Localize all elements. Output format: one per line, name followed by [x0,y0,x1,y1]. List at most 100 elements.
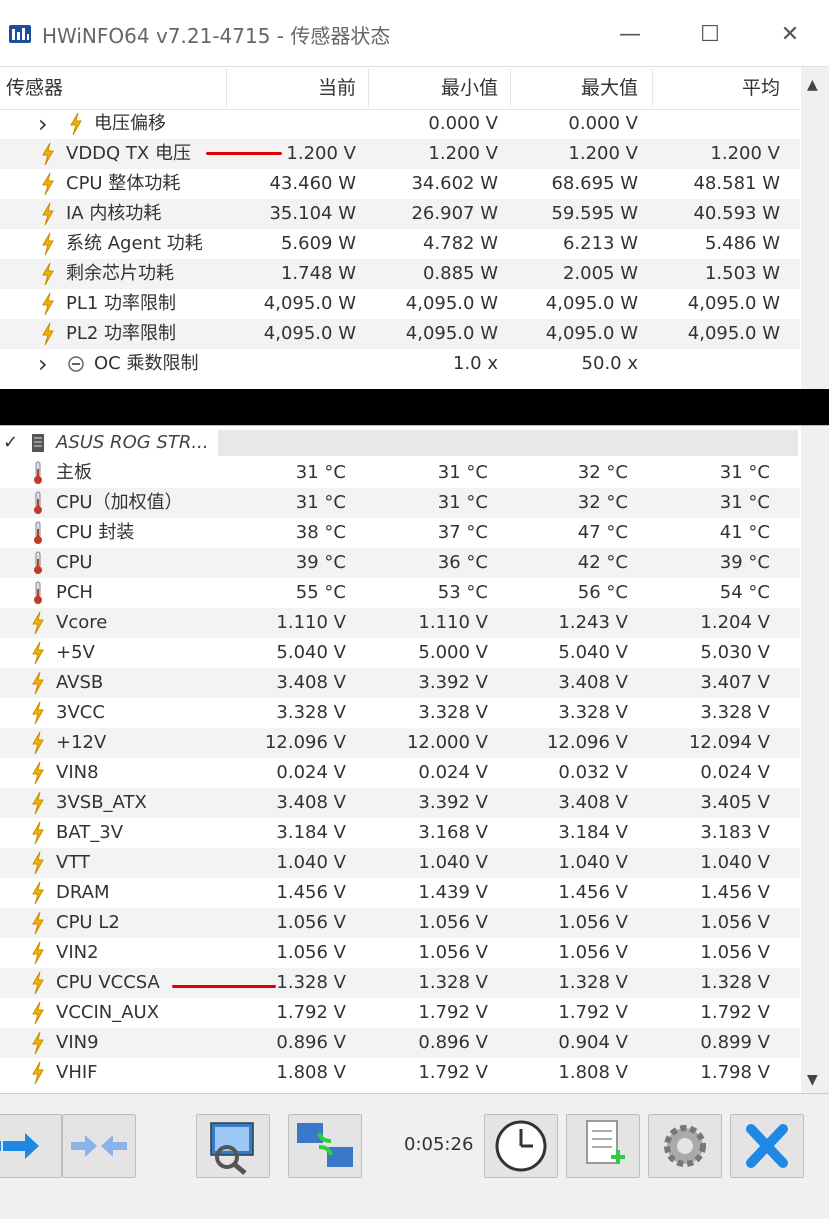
sensor-row[interactable]: CPU L2 1.056 V 1.056 V 1.056 V 1.056 V [0,908,800,938]
value-max: 1.056 V [558,912,628,933]
sensor-row[interactable]: CPU VCCSA 1.328 V 1.328 V 1.328 V 1.328 V [0,968,800,998]
sensor-row[interactable]: 系统 Agent 功耗 5.609 W 4.782 W 6.213 W 5.486 W [0,229,800,259]
value-avg: 1.056 V [700,942,770,963]
column-header-min[interactable]: 最小值 [440,77,498,99]
sensor-row[interactable]: › 电压偏移 0.000 V 0.000 V [0,109,800,139]
value-current: 1.748 W [280,263,356,284]
expand-chevron-icon[interactable]: › [38,110,48,138]
bottom-toolbar: 0:05:26 [0,1093,829,1219]
column-header-max[interactable]: 最大值 [580,77,638,99]
value-current: 43.460 W [269,173,356,194]
value-max: 3.408 V [558,672,628,693]
thermometer-icon [30,521,46,545]
sensor-label: CPU（加权值） [56,492,183,513]
sensor-row[interactable]: Vcore 1.110 V 1.110 V 1.243 V 1.204 V [0,608,800,638]
sensor-row[interactable]: PCH 55 °C 53 °C 56 °C 54 °C [0,578,800,608]
value-min: 5.000 V [418,642,488,663]
value-max: 1.792 V [558,1002,628,1023]
scroll-up-icon[interactable]: ▲ [807,77,818,93]
sensor-row[interactable]: PL1 功率限制 4,095.0 W 4,095.0 W 4,095.0 W 4,095… [0,289,800,319]
sensor-row[interactable]: 3VCC 3.328 V 3.328 V 3.328 V 3.328 V [0,698,800,728]
sensor-row[interactable]: PL2 功率限制 4,095.0 W 4,095.0 W 4,095.0 W 4,095… [0,319,800,349]
value-min: 1.792 V [418,1062,488,1083]
sensor-row[interactable]: VTT 1.040 V 1.040 V 1.040 V 1.040 V [0,848,800,878]
thermometer-icon [30,491,46,515]
expand-chevron-icon[interactable]: › [38,350,48,378]
sensor-row[interactable]: CPU 封装 38 °C 37 °C 47 °C 41 °C [0,518,800,548]
sensor-row[interactable]: CPU（加权值） 31 °C 31 °C 32 °C 31 °C [0,488,800,518]
value-avg: 0.899 V [700,1032,770,1053]
title-bar[interactable]: HWiNFO64 v7.21-4715 - 传感器状态 — ☐ ✕ [0,0,829,67]
upper-scrollbar[interactable]: ▲ [801,67,829,389]
sensor-row[interactable]: 剩余芯片功耗 1.748 W 0.885 W 2.005 W 1.503 W [0,259,800,289]
value-current: 1.056 V [276,912,346,933]
value-avg: 1.204 V [700,612,770,633]
value-max: 68.695 W [551,173,638,194]
value-current: 31 °C [295,462,346,483]
scroll-down-icon[interactable]: ▼ [807,1072,818,1088]
maximize-button[interactable]: ☐ [700,21,720,47]
close-window-button[interactable]: ✕ [780,21,800,47]
value-current: 5.609 W [280,233,356,254]
value-current: 0.024 V [276,762,346,783]
settings-button[interactable] [648,1114,722,1178]
network-button[interactable] [288,1114,362,1178]
sensor-row[interactable]: VIN9 0.896 V 0.896 V 0.904 V 0.899 V [0,1028,800,1058]
exit-button[interactable] [730,1114,804,1178]
lower-scrollbar[interactable]: ▼ [801,426,829,1094]
device-header-fill [218,430,798,456]
device-header-row[interactable]: ✓ ASUS ROG STR... [0,428,800,458]
column-header-sensor[interactable]: 传感器 [6,77,64,99]
sensor-row[interactable]: VIN8 0.024 V 0.024 V 0.032 V 0.024 V [0,758,800,788]
sensor-row[interactable]: BAT_3V 3.184 V 3.168 V 3.184 V 3.183 V [0,818,800,848]
sensor-row[interactable]: VCCIN_AUX 1.792 V 1.792 V 1.792 V 1.792 V [0,998,800,1028]
sensor-row[interactable]: DRAM 1.456 V 1.439 V 1.456 V 1.456 V [0,878,800,908]
column-header-current[interactable]: 当前 [317,77,356,99]
bolt-icon [40,262,56,286]
sensor-row[interactable]: IA 内核功耗 35.104 W 26.907 W 59.595 W 40.593 W [0,199,800,229]
sensor-label: IA 内核功耗 [66,203,162,224]
sensor-row[interactable]: 3VSB_ATX 3.408 V 3.392 V 3.408 V 3.405 V [0,788,800,818]
log-button[interactable] [566,1114,640,1178]
value-min: 1.200 V [428,143,498,164]
value-max: 1.328 V [558,972,628,993]
value-avg: 0.024 V [700,762,770,783]
sensor-row[interactable]: 主板 31 °C 31 °C 32 °C 31 °C [0,458,800,488]
nav-collapse-button[interactable] [62,1114,136,1178]
collapse-chevron-icon[interactable]: ✓ [3,432,19,453]
sensor-row[interactable]: VDDQ TX 电压 1.200 V 1.200 V 1.200 V 1.200 V [0,139,800,169]
value-min: 4.782 W [422,233,498,254]
sensor-label: VIN9 [56,1032,99,1053]
sensor-row[interactable]: VHIF 1.808 V 1.792 V 1.808 V 1.798 V [0,1058,800,1088]
value-max: 4,095.0 W [545,323,638,344]
sensor-row[interactable]: CPU 整体功耗 43.460 W 34.602 W 68.695 W 48.581 W [0,169,800,199]
sensor-row[interactable]: › OC 乘数限制 1.0 x 50.0 x [0,349,800,379]
value-min: 1.056 V [418,942,488,963]
column-header-row: 传感器 当前 最小值 最大值 平均 [0,67,800,110]
column-header-avg[interactable]: 平均 [741,77,780,99]
bolt-icon [30,1061,46,1085]
value-current: 55 °C [295,582,346,603]
minimize-button[interactable]: — [619,21,641,47]
sensor-row[interactable]: AVSB 3.408 V 3.392 V 3.408 V 3.407 V [0,668,800,698]
reset-timer-button[interactable] [484,1114,558,1178]
bolt-icon [30,911,46,935]
layout-button[interactable] [196,1114,270,1178]
sensor-label: CPU VCCSA [56,972,160,993]
sensor-row[interactable]: +5V 5.040 V 5.000 V 5.040 V 5.030 V [0,638,800,668]
value-current: 1.808 V [276,1062,346,1083]
thermometer-icon [30,581,46,605]
value-max: 3.328 V [558,702,628,723]
sensor-row[interactable]: VIN2 1.056 V 1.056 V 1.056 V 1.056 V [0,938,800,968]
sensor-row[interactable]: CPU 39 °C 36 °C 42 °C 39 °C [0,548,800,578]
value-current: 5.040 V [276,642,346,663]
bolt-icon [30,821,46,845]
arrows-converge-icon [71,1135,127,1157]
chip-icon [32,434,44,452]
value-max: 59.595 W [551,203,638,224]
nav-forward-button[interactable] [0,1114,62,1178]
value-current [230,109,356,139]
bolt-icon [30,761,46,785]
sensor-row[interactable]: +12V 12.096 V 12.000 V 12.096 V 12.094 V [0,728,800,758]
sensor-label: CPU 封装 [56,522,135,543]
